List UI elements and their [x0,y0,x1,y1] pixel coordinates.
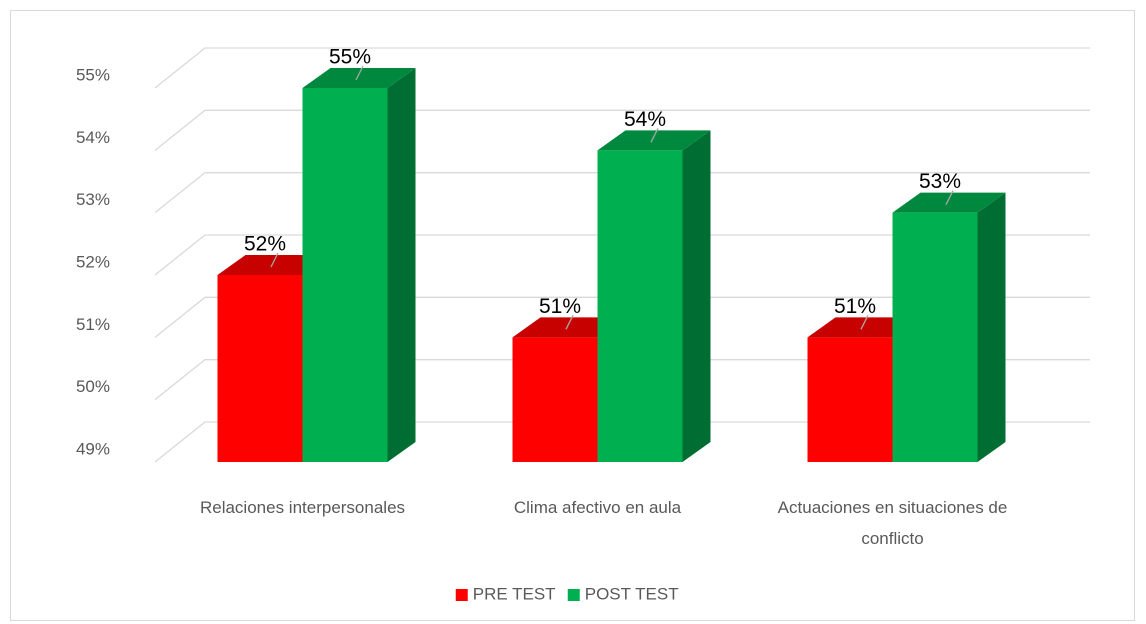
x-tick-label: Relaciones interpersonales [199,498,406,517]
bar-top [302,68,416,88]
data-label: 51% [539,295,581,318]
bar-top [892,192,1006,213]
grid-line [154,421,1090,463]
x-tick-label: Actuaciones en situaciones de conflicto [777,498,1008,548]
grid-line [154,172,1090,214]
bar-top [597,130,711,151]
leader-line [270,252,279,268]
legend-label: PRE TEST [473,584,556,603]
legend-label: POST TEST [585,584,679,603]
leader-line [945,190,954,205]
data-label: 54% [624,108,666,131]
bar-top [512,317,626,338]
bar-side [387,68,416,462]
x-tick-label: Clima afectivo en aula [513,498,682,517]
bar-front [892,212,978,462]
y-tick-label: 53% [76,190,110,209]
y-tick-label: 50% [76,377,110,396]
grid-line [154,234,1090,276]
leader-line [860,315,869,330]
y-tick-label: 52% [76,252,110,271]
data-label: 53% [919,170,961,193]
grid-line [154,47,1090,89]
bar [302,68,416,462]
grid-line [154,296,1090,338]
legend-swatch [567,589,580,601]
leader-line [650,128,659,143]
bar-front [807,337,893,462]
bar-front [217,275,303,462]
y-tick-label: 55% [76,65,110,84]
leader-line [355,65,364,81]
y-tick-label: 51% [76,315,110,334]
data-label: 55% [329,46,371,69]
bar-side [977,192,1006,462]
data-label: 52% [244,233,286,256]
y-tick-label: 49% [76,439,110,458]
data-label: 51% [834,295,876,318]
grid-line [154,359,1090,401]
legend-swatch [455,589,468,601]
grid-line [154,109,1090,151]
y-tick-label: 54% [76,128,110,147]
bar-side [682,130,711,463]
bar-front [512,337,598,462]
bar-top [807,317,921,338]
bar [597,130,711,463]
leader-line [565,315,574,330]
bar [892,192,1006,462]
bar-top [217,255,331,275]
bar-front [302,88,388,462]
bar-front [597,150,683,463]
